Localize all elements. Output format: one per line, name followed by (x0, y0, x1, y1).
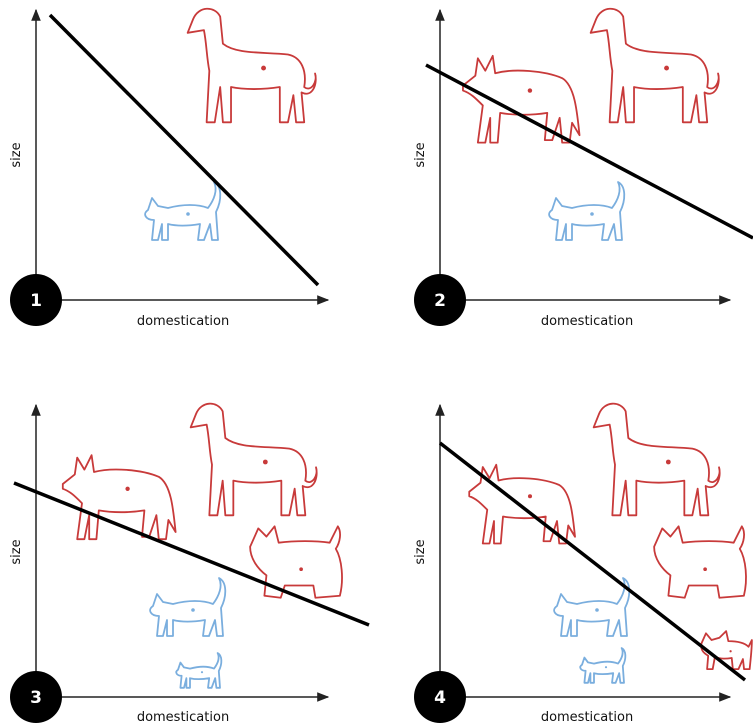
y-label: size (9, 142, 24, 167)
badge (414, 274, 466, 326)
panel-number: 2 (434, 291, 446, 311)
dog (592, 402, 721, 517)
x-label: domestication (541, 314, 633, 329)
panel: 2 domestication size (413, 7, 753, 329)
badge (414, 671, 466, 723)
terrier (249, 525, 343, 599)
y-label: size (413, 142, 428, 167)
panel-number: 4 (434, 688, 446, 708)
cat (552, 576, 631, 638)
x-label: domestication (137, 314, 229, 329)
cat (547, 180, 626, 242)
badge (10, 671, 62, 723)
kitten (579, 647, 627, 684)
panel-number: 1 (30, 291, 42, 311)
panel-number: 3 (30, 688, 42, 708)
boundary-line (13, 481, 370, 627)
panel: 1 domestication size (9, 7, 330, 329)
y-label: size (9, 539, 24, 564)
boundary-line (438, 441, 747, 682)
boundary-line (48, 13, 320, 287)
dog (589, 7, 721, 124)
x-label: domestication (541, 710, 633, 725)
x-label: domestication (137, 710, 229, 725)
wolf (461, 54, 581, 144)
badge (10, 274, 62, 326)
cat (148, 576, 227, 638)
dog (189, 402, 318, 517)
terrier (653, 525, 747, 599)
kitten (175, 652, 223, 689)
panel: 4 domestication size (413, 402, 753, 725)
boundary-line (425, 63, 753, 240)
y-label: size (413, 539, 428, 564)
panel: 3 domestication size (9, 402, 370, 725)
dog (186, 7, 318, 124)
cat (143, 180, 222, 242)
